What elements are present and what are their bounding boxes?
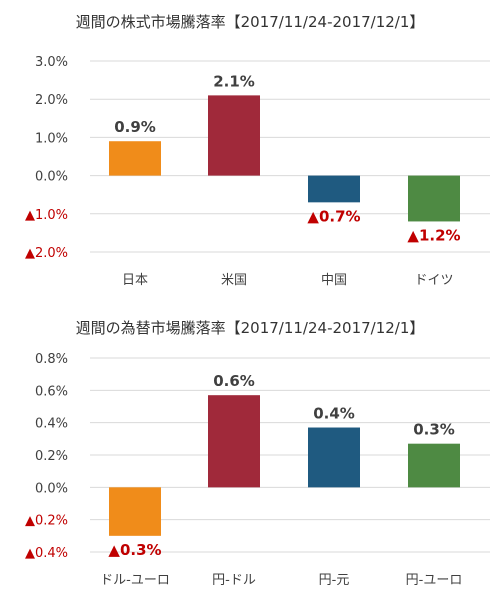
data-label: 0.3% bbox=[413, 421, 455, 439]
chart-title: 週間の株式市場騰落率【2017/11/24-2017/12/1】 bbox=[76, 13, 425, 31]
bar bbox=[308, 175, 360, 203]
bar bbox=[408, 175, 460, 222]
y-tick-label: 0.0% bbox=[35, 481, 68, 496]
data-label: 2.1% bbox=[213, 72, 255, 90]
data-label: 0.6% bbox=[213, 372, 255, 390]
y-tick-label: ▲0.2% bbox=[25, 514, 68, 529]
bar bbox=[308, 427, 360, 488]
data-label: ▲0.7% bbox=[307, 207, 360, 225]
x-tick-label: 日本 bbox=[122, 273, 148, 288]
x-tick-label: 米国 bbox=[221, 273, 247, 288]
chart-title: 週間の為替市場騰落率【2017/11/24-2017/12/1】 bbox=[76, 319, 425, 337]
y-tick-label: ▲2.0% bbox=[25, 246, 68, 261]
y-tick-label: 0.2% bbox=[35, 449, 68, 464]
y-tick-label: 1.0% bbox=[35, 131, 68, 146]
x-tick-label: 円-ドル bbox=[212, 573, 256, 588]
bar bbox=[109, 141, 161, 176]
x-tick-label: ドイツ bbox=[414, 273, 453, 288]
data-label: 0.9% bbox=[114, 118, 156, 136]
bar bbox=[208, 95, 260, 176]
y-tick-label: ▲1.0% bbox=[25, 208, 68, 223]
data-label: 0.4% bbox=[313, 405, 355, 423]
y-tick-label: 2.0% bbox=[35, 93, 68, 108]
data-label: ▲0.3% bbox=[108, 541, 161, 559]
y-tick-label: 3.0% bbox=[35, 55, 68, 70]
y-tick-label: 0.0% bbox=[35, 170, 68, 185]
x-tick-label: 円-元 bbox=[319, 573, 350, 588]
bar bbox=[208, 395, 260, 488]
y-tick-label: 0.4% bbox=[35, 417, 68, 432]
x-tick-label: 円-ユーロ bbox=[406, 573, 463, 588]
x-tick-label: 中国 bbox=[321, 273, 347, 288]
y-tick-label: ▲0.4% bbox=[25, 546, 68, 561]
y-tick-label: 0.6% bbox=[35, 384, 68, 399]
bar bbox=[408, 443, 460, 488]
bar bbox=[109, 487, 161, 536]
data-label: ▲1.2% bbox=[407, 226, 460, 244]
y-tick-label: 0.8% bbox=[35, 352, 68, 367]
x-tick-label: ドル-ユーロ bbox=[100, 573, 170, 588]
